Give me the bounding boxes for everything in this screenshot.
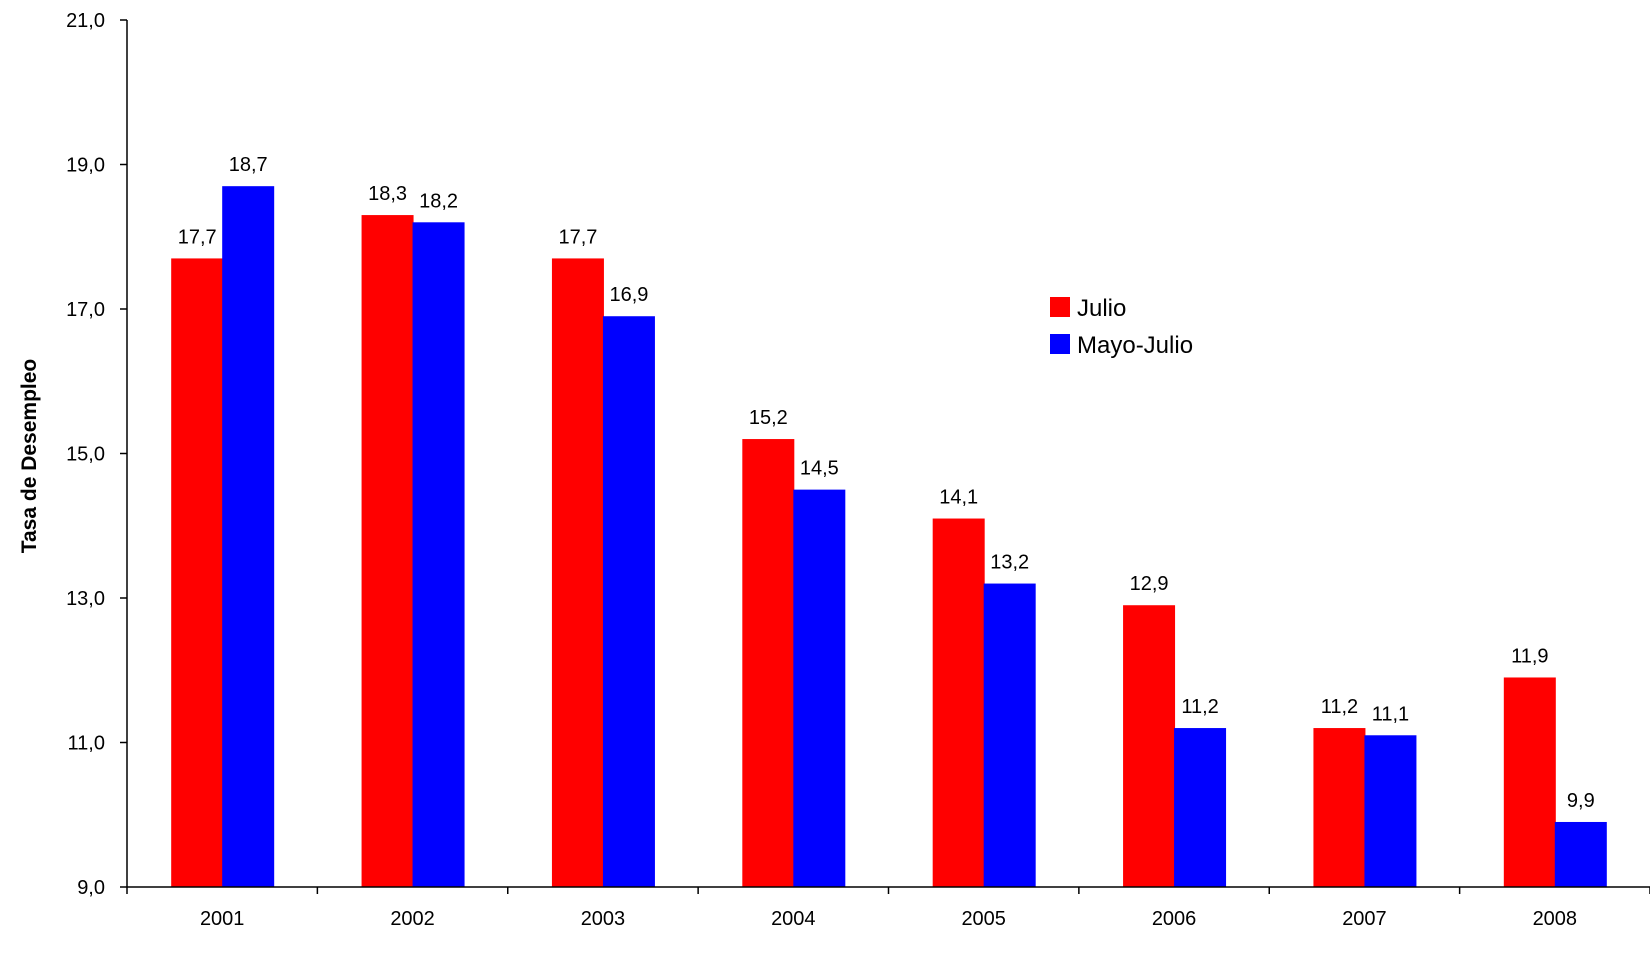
bar-mayo-julio-2008 — [1554, 821, 1607, 887]
axes-layer — [126, 20, 1650, 888]
y-tick-label: 17,0 — [66, 299, 105, 321]
bar-julio-2006 — [1123, 605, 1176, 887]
y-tick-label: 13,0 — [66, 588, 105, 610]
data-label: 18,3 — [368, 183, 407, 205]
x-tick-label: 2002 — [390, 908, 435, 930]
y-tick-label: 9,0 — [77, 877, 105, 899]
bar-julio-2003 — [551, 258, 604, 887]
bar-julio-2007 — [1313, 728, 1366, 887]
bar-julio-2001 — [171, 258, 224, 887]
data-label: 11,9 — [1511, 645, 1548, 667]
bar-mayo-julio-2001 — [222, 186, 275, 888]
y-tick-label: 11,0 — [68, 733, 105, 755]
data-label: 18,2 — [419, 190, 458, 212]
legend-swatch — [1050, 334, 1070, 354]
legend-label: Julio — [1077, 295, 1126, 322]
data-label: 18,7 — [229, 154, 268, 176]
y-tick-label: 19,0 — [66, 155, 105, 177]
y-tick-label: 15,0 — [66, 444, 105, 466]
data-label: 13,2 — [990, 552, 1029, 574]
data-label: 11,2 — [1321, 696, 1358, 718]
x-tick-label: 2006 — [1152, 908, 1197, 930]
x-tick-label: 2001 — [200, 908, 245, 930]
x-ticks: 2001 2002 2003 2004 2005 2006 2007 2008 — [126, 887, 1650, 930]
data-label: 9,9 — [1567, 790, 1595, 812]
bar-mayo-julio-2003 — [602, 316, 655, 888]
bar-mayo-julio-2007 — [1364, 735, 1417, 887]
data-label: 14,5 — [800, 458, 839, 480]
data-label: 17,7 — [558, 226, 597, 248]
x-tick-label: 2004 — [771, 908, 816, 930]
x-tick-label: 2003 — [581, 908, 626, 930]
bar-julio-2004 — [742, 439, 795, 887]
bar-mayo-julio-2004 — [793, 489, 846, 887]
data-label: 11,2 — [1181, 696, 1218, 718]
x-tick-label: 2005 — [961, 908, 1006, 930]
legend-swatch — [1050, 297, 1070, 317]
x-tick-label: 2007 — [1342, 908, 1387, 930]
data-label: 16,9 — [609, 284, 648, 306]
data-label: 12,9 — [1130, 573, 1169, 595]
y-tick-label: 21,0 — [66, 10, 105, 32]
data-label: 11,1 — [1372, 703, 1409, 725]
bar-julio-2005 — [932, 518, 985, 887]
bar-mayo-julio-2006 — [1174, 728, 1227, 887]
x-tick-label: 2008 — [1533, 908, 1578, 930]
data-label: 17,7 — [178, 226, 217, 248]
y-ticks: 9,0 11,0 13,0 15,0 17,0 19,0 21,0 — [66, 10, 127, 899]
legend: Julio Mayo-Julio — [1050, 295, 1193, 359]
bar-mayo-julio-2005 — [983, 583, 1036, 887]
y-axis-title: Tasa de Desempleo — [18, 359, 41, 554]
legend-label: Mayo-Julio — [1077, 332, 1193, 359]
bars-layer — [171, 186, 1607, 888]
data-labels-layer: 17,7 18,3 17,7 15,2 14,1 12,9 11,2 11,9 18,7 18,2… — [178, 154, 1595, 812]
bar-julio-2002 — [361, 215, 414, 887]
bar-mayo-julio-2002 — [412, 222, 465, 888]
data-label: 15,2 — [749, 407, 788, 429]
data-label: 14,1 — [939, 487, 978, 509]
bar-julio-2008 — [1503, 677, 1556, 887]
